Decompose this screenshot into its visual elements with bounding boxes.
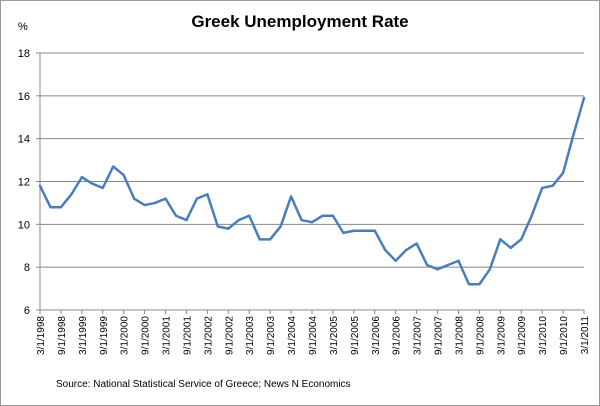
data-point (300, 218, 303, 222)
data-point (248, 214, 251, 217)
x-tick-label: 9/1/1999 (99, 316, 110, 355)
data-point (520, 238, 523, 241)
data-point (153, 201, 157, 205)
x-tick-label: 3/1/2007 (413, 316, 424, 355)
data-point (70, 193, 73, 196)
y-tick-label: 12 (18, 177, 30, 189)
y-axis-unit-label: % (18, 21, 28, 33)
data-point (185, 218, 188, 222)
data-point (216, 225, 220, 228)
x-tick-label: 9/1/2000 (141, 316, 152, 355)
x-tick-label: 3/1/1998 (36, 316, 47, 355)
x-tick-label: 9/1/2008 (475, 316, 486, 355)
x-tick-label: 3/1/2011 (580, 316, 591, 355)
series-layer (38, 96, 586, 286)
data-point (457, 259, 460, 262)
data-point (80, 176, 84, 179)
x-tick-label: 3/1/2003 (245, 316, 256, 355)
x-tick-label: 3/1/2004 (287, 316, 298, 355)
x-tick-label: 3/1/2008 (454, 316, 465, 355)
x-tick-label: 9/1/2004 (308, 316, 319, 355)
data-point (289, 195, 293, 198)
y-tick-label: 16 (18, 91, 30, 103)
data-point (478, 283, 481, 286)
data-point (268, 238, 272, 241)
x-tick-label: 9/1/2006 (392, 316, 403, 355)
x-tick-label: 3/1/2002 (203, 316, 214, 355)
x-tick-label: 3/1/2000 (120, 316, 131, 355)
data-point (363, 229, 366, 232)
data-point (112, 165, 115, 168)
data-point (227, 227, 230, 230)
data-point (101, 186, 104, 190)
data-point (258, 238, 261, 241)
data-point (143, 203, 146, 207)
y-tick-label: 10 (18, 219, 30, 231)
data-point (551, 184, 554, 187)
data-point (373, 229, 376, 232)
data-point (384, 248, 387, 252)
x-tick-label: 9/1/2003 (266, 316, 277, 355)
x-tick-labels: 3/1/1998 9/1/1998 3/1/1999 9/1/1999 3/1/2000… (36, 316, 591, 355)
data-point (237, 218, 240, 222)
data-point (509, 246, 512, 250)
x-tick-label: 9/1/1998 (57, 316, 68, 355)
x-tick-label: 9/1/2005 (350, 316, 361, 355)
y-tick-label: 14 (18, 134, 30, 146)
y-tick-label: 8 (24, 262, 30, 274)
data-point (488, 268, 492, 271)
data-point (91, 182, 94, 185)
data-point (467, 283, 471, 286)
data-point (321, 214, 324, 217)
data-point (352, 229, 356, 232)
data-point (164, 197, 167, 200)
data-point (59, 206, 63, 209)
unemployment-rate-line (38, 96, 586, 286)
data-point (404, 248, 408, 252)
data-point (132, 197, 136, 200)
data-point (122, 173, 125, 177)
data-point (415, 242, 418, 245)
source-note: Source: National Statistical Service of … (56, 379, 351, 390)
gridlines (36, 52, 585, 314)
x-tick-label: 3/1/2006 (371, 316, 382, 355)
x-tick-label: 9/1/2009 (517, 316, 528, 355)
data-point (499, 238, 502, 241)
data-point (174, 214, 178, 217)
data-point (425, 263, 429, 267)
data-point (342, 231, 345, 235)
data-point (446, 263, 450, 267)
data-point (582, 96, 586, 100)
data-point (436, 268, 439, 271)
data-point (572, 133, 575, 136)
data-point (38, 184, 42, 187)
x-tick-label: 9/1/2010 (559, 316, 570, 355)
data-point (530, 214, 533, 217)
data-point (279, 225, 282, 228)
y-tick-label: 18 (18, 48, 30, 60)
chart-title: Greek Unemployment Rate (191, 12, 408, 31)
x-tick-label: 9/1/2002 (224, 316, 235, 355)
x-tick-label: 3/1/1999 (78, 316, 89, 355)
data-point (310, 220, 314, 224)
data-point (195, 197, 199, 200)
y-tick-labels: 6 8 10 12 14 16 18 (18, 48, 30, 317)
data-point (331, 214, 335, 217)
data-point (540, 186, 544, 190)
data-point (394, 259, 397, 262)
x-tick-label: 3/1/2009 (496, 316, 507, 355)
data-point (49, 206, 52, 209)
x-tick-label: 3/1/2010 (538, 316, 549, 355)
data-point (561, 171, 565, 175)
x-tick-label: 3/1/2005 (329, 316, 340, 355)
y-tick-label: 6 (24, 305, 30, 317)
x-tick-label: 3/1/2001 (162, 316, 173, 355)
data-point (206, 193, 209, 196)
x-tick-label: 9/1/2001 (182, 316, 193, 355)
x-tick-label: 9/1/2007 (434, 316, 445, 355)
